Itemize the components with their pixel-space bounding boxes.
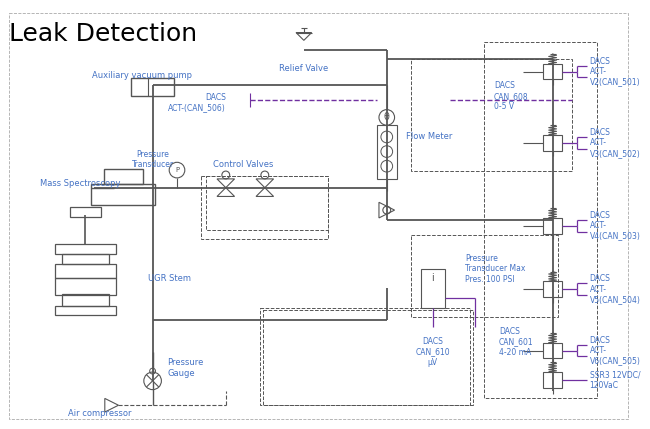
Text: UGR Stem: UGR Stem [148, 274, 190, 283]
Text: DACS
CAN_601
4-20 mA: DACS CAN_601 4-20 mA [499, 327, 534, 357]
Bar [484, 42, 597, 399]
Bar [131, 79, 174, 96]
Text: θ: θ [384, 112, 390, 122]
Text: SSR3 12VDC/
120VaC: SSR3 12VDC/ 120VaC [590, 370, 640, 390]
Text: DACS
ACT-
V6(CAN_505): DACS ACT- V6(CAN_505) [590, 336, 640, 366]
Text: Air compressor: Air compressor [68, 408, 131, 417]
Text: Mass Spectroscopy: Mass Spectroscopy [40, 179, 121, 188]
Bar [104, 169, 143, 184]
Bar [421, 269, 445, 308]
Text: P: P [175, 167, 179, 173]
Text: DACS
ACT-
V5(CAN_504): DACS ACT- V5(CAN_504) [590, 274, 640, 304]
Bar [411, 235, 558, 317]
Bar [543, 135, 562, 151]
Bar [55, 278, 116, 295]
Bar [62, 294, 109, 306]
Text: Flow Meter: Flow Meter [406, 133, 452, 142]
Text: Leak Detection: Leak Detection [9, 22, 198, 46]
Bar [543, 372, 562, 388]
Text: i: i [431, 273, 434, 284]
Text: Pressure
Transducer: Pressure Transducer [131, 150, 174, 169]
Text: Control Valves: Control Valves [213, 160, 274, 169]
Text: Pressure
Transducer Max
Pres. 100 PSI: Pressure Transducer Max Pres. 100 PSI [465, 254, 525, 284]
Bar [55, 306, 116, 314]
Bar [91, 184, 155, 205]
Text: DACS
ACT-(CAN_506): DACS ACT-(CAN_506) [168, 93, 226, 112]
Bar [543, 343, 562, 358]
Bar [543, 281, 562, 297]
Bar [543, 64, 562, 79]
Bar [55, 244, 116, 254]
Bar [70, 207, 101, 217]
Bar [206, 176, 328, 230]
Text: Relief Valve: Relief Valve [280, 64, 328, 73]
Bar [377, 125, 396, 179]
Bar [411, 59, 572, 171]
Text: Pressure
Gauge: Pressure Gauge [167, 359, 203, 378]
Bar [202, 176, 328, 239]
Bar [260, 308, 470, 405]
Bar [543, 218, 562, 233]
Text: DACS
ACT-
V4(CAN_503): DACS ACT- V4(CAN_503) [590, 211, 640, 241]
Bar [55, 264, 116, 278]
Bar [263, 310, 473, 405]
Text: Auxiliary vacuum pump: Auxiliary vacuum pump [92, 71, 192, 80]
Text: DACS
CAN_608
0-5 V: DACS CAN_608 0-5 V [494, 82, 528, 111]
Text: DACS
ACT-
V2(CAN_501): DACS ACT- V2(CAN_501) [590, 57, 640, 87]
Text: DACS
CAN_610
μV: DACS CAN_610 μV [415, 337, 450, 367]
Text: DACS
ACT-
V3(CAN_502): DACS ACT- V3(CAN_502) [590, 128, 640, 158]
Bar [62, 254, 109, 264]
